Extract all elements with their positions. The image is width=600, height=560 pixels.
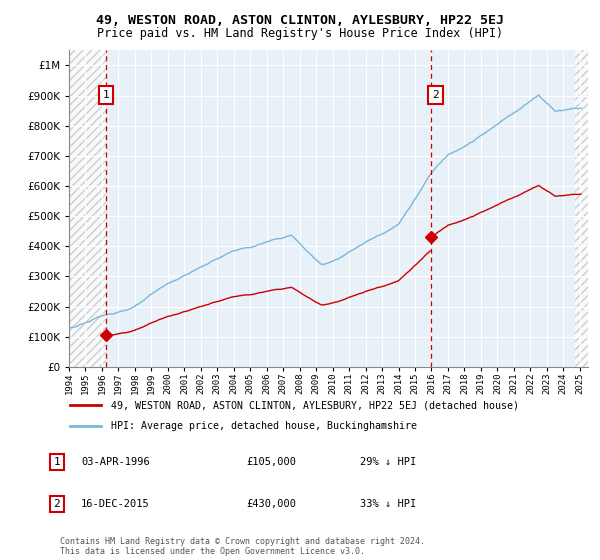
Text: 49, WESTON ROAD, ASTON CLINTON, AYLESBURY, HP22 5EJ (detached house): 49, WESTON ROAD, ASTON CLINTON, AYLESBUR… xyxy=(111,400,519,410)
Text: 49, WESTON ROAD, ASTON CLINTON, AYLESBURY, HP22 5EJ: 49, WESTON ROAD, ASTON CLINTON, AYLESBUR… xyxy=(96,14,504,27)
Text: Price paid vs. HM Land Registry's House Price Index (HPI): Price paid vs. HM Land Registry's House … xyxy=(97,27,503,40)
Text: 29% ↓ HPI: 29% ↓ HPI xyxy=(360,457,416,467)
Text: 33% ↓ HPI: 33% ↓ HPI xyxy=(360,499,416,509)
Text: 03-APR-1996: 03-APR-1996 xyxy=(81,457,150,467)
Text: This data is licensed under the Open Government Licence v3.0.: This data is licensed under the Open Gov… xyxy=(60,547,365,556)
Text: 2: 2 xyxy=(433,90,439,100)
Bar xyxy=(575,50,600,367)
Text: 2: 2 xyxy=(53,499,61,509)
Text: £430,000: £430,000 xyxy=(246,499,296,509)
Bar xyxy=(69,50,106,367)
Text: HPI: Average price, detached house, Buckinghamshire: HPI: Average price, detached house, Buck… xyxy=(111,421,417,431)
Text: 16-DEC-2015: 16-DEC-2015 xyxy=(81,499,150,509)
Text: £105,000: £105,000 xyxy=(246,457,296,467)
Text: 1: 1 xyxy=(103,90,109,100)
Text: 1: 1 xyxy=(53,457,61,467)
Text: Contains HM Land Registry data © Crown copyright and database right 2024.: Contains HM Land Registry data © Crown c… xyxy=(60,537,425,546)
